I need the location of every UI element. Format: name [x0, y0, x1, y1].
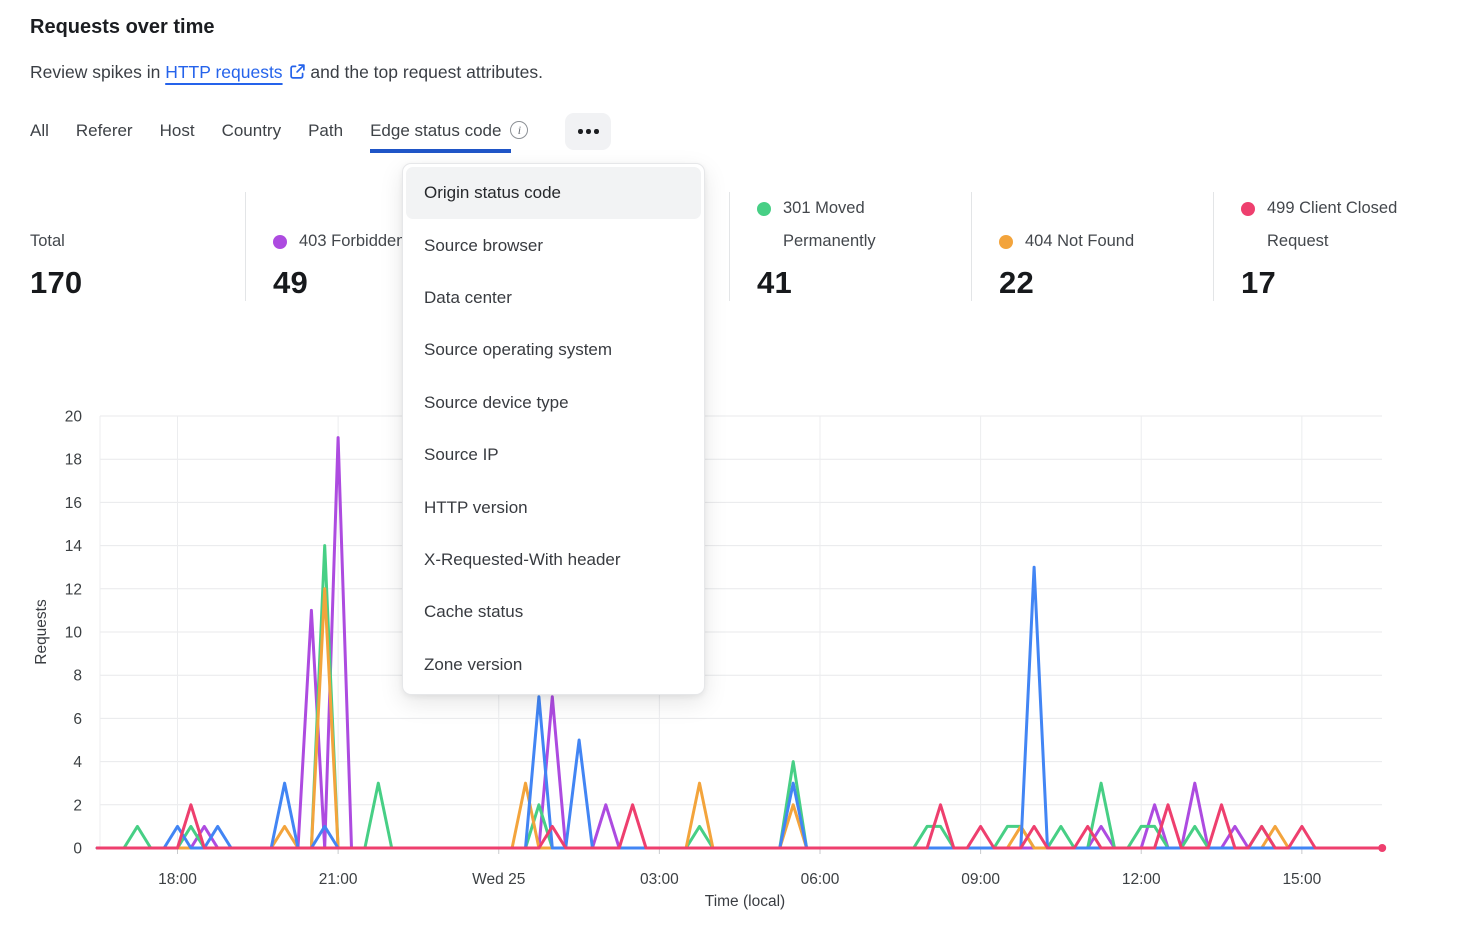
tab-label: Country [221, 121, 282, 140]
stat-value: 22 [999, 265, 1034, 300]
stat-499-client-closed-request: 499 Client Closed Request 17 [1213, 192, 1455, 301]
tab-edge-status-code[interactable]: Edge status code i [370, 121, 529, 153]
stat-label: 403 Forbidden [299, 232, 406, 250]
x-tick-label: 18:00 [158, 871, 197, 888]
stat-403-forbidden: 403 Forbidden 49 [245, 192, 487, 301]
menu-item-data-center[interactable]: Data center [424, 287, 512, 307]
tab-label: Referer [75, 121, 133, 140]
stat-value: 170 [30, 265, 83, 300]
y-tick-label: 4 [73, 754, 82, 771]
menu-item-source-device-type[interactable]: Source device type [424, 392, 569, 412]
tab-path[interactable]: Path [308, 121, 343, 153]
external-link-icon [289, 63, 306, 85]
x-axis-title: Time (local) [705, 893, 785, 910]
subtitle: Review spikes in HTTP requests and the t… [30, 62, 543, 85]
series-403-forbidden [95, 436, 1384, 850]
info-icon[interactable]: i [510, 121, 529, 139]
y-tick-label: 18 [65, 452, 82, 469]
y-tick-label: 8 [73, 668, 82, 685]
dimension-tabs: All Referer Host Country Path Edge status cod… [30, 113, 612, 153]
series-499-client-closed-request [95, 803, 1384, 850]
y-tick-label: 12 [65, 581, 82, 598]
tab-label: Host [159, 121, 195, 140]
y-tick-label: 2 [73, 797, 82, 814]
y-tick-label: 16 [65, 495, 82, 512]
menu-item-source-operating-system[interactable]: Source operating system [424, 340, 613, 360]
legend-dot [273, 235, 287, 249]
x-tick-label: 12:00 [1122, 871, 1161, 888]
y-axis-title: Requests [33, 599, 50, 665]
x-tick-label: Wed 25 [472, 871, 525, 888]
y-tick-label: 20 [65, 409, 83, 426]
stats-row: Total 170 403 Forbidden 49 301 Moved Permane… [30, 192, 1455, 301]
tab-label: All [30, 121, 49, 140]
menu-item-source-ip[interactable]: Source IP [424, 445, 499, 465]
tab-all[interactable]: All [30, 121, 49, 153]
tab-country[interactable]: Country [222, 121, 282, 153]
more-dimensions-button[interactable] [565, 113, 612, 150]
stat-404-not-found: 404 Not Found 22 [971, 192, 1213, 301]
subtitle-suffix: and the top request attributes. [305, 62, 543, 82]
y-tick-label: 14 [65, 538, 83, 555]
legend-dot [1241, 202, 1255, 216]
tab-label: Path [308, 121, 344, 140]
stat-label: 499 Client Closed Request [1267, 199, 1398, 250]
http-requests-link[interactable]: HTTP requests [165, 62, 283, 82]
x-tick-label: 09:00 [961, 871, 1000, 888]
tab-host[interactable]: Host [160, 121, 195, 153]
tab-referer[interactable]: Referer [76, 121, 133, 153]
x-tick-label: 15:00 [1282, 871, 1321, 888]
stat-301-moved-permanently: 301 Moved Permanently 41 [729, 192, 971, 301]
stat-label: 404 Not Found [1025, 232, 1135, 250]
menu-item-x-requested-with-header[interactable]: X-Requested-With header [424, 549, 621, 569]
menu-item-cache-status[interactable]: Cache status [424, 602, 524, 622]
x-tick-label: 21:00 [319, 871, 358, 888]
stat-value: 49 [273, 265, 308, 300]
stat-total: Total 170 [30, 192, 245, 301]
x-tick-label: 06:00 [801, 871, 840, 888]
legend-dot [757, 202, 771, 216]
stat-value: 17 [1241, 265, 1276, 300]
stat-label: Total [30, 232, 65, 250]
stat-label: 301 Moved Permanently [783, 199, 876, 250]
page-title: Requests over time [30, 16, 215, 38]
menu-item-zone-version[interactable]: Zone version [424, 654, 523, 674]
subtitle-prefix: Review spikes in [30, 62, 166, 82]
y-tick-label: 6 [73, 711, 82, 728]
series-endpoint-dot [1378, 844, 1387, 852]
tab-label: Edge status code [370, 121, 512, 153]
menu-item-origin-status-code[interactable]: Origin status code [406, 167, 701, 220]
dimension-dropdown-menu: Origin status code Source browser Data cen… [402, 163, 705, 695]
y-tick-label: 10 [65, 625, 83, 642]
menu-item-http-version[interactable]: HTTP version [424, 497, 528, 517]
menu-item-source-browser[interactable]: Source browser [424, 235, 544, 255]
x-tick-label: 03:00 [640, 871, 679, 888]
legend-dot [999, 235, 1013, 249]
y-tick-label: 0 [73, 841, 82, 858]
stat-value: 41 [757, 265, 792, 300]
